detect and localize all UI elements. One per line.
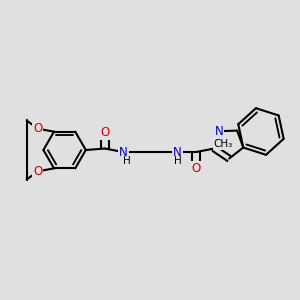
Text: H: H — [174, 156, 182, 166]
Text: H: H — [123, 156, 131, 166]
Text: O: O — [33, 122, 42, 135]
Text: O: O — [33, 165, 42, 178]
Text: N: N — [215, 125, 224, 138]
Text: N: N — [173, 146, 182, 159]
Text: O: O — [100, 126, 110, 139]
Text: CH₃: CH₃ — [213, 140, 232, 149]
Text: N: N — [119, 146, 128, 159]
Text: O: O — [191, 162, 201, 175]
